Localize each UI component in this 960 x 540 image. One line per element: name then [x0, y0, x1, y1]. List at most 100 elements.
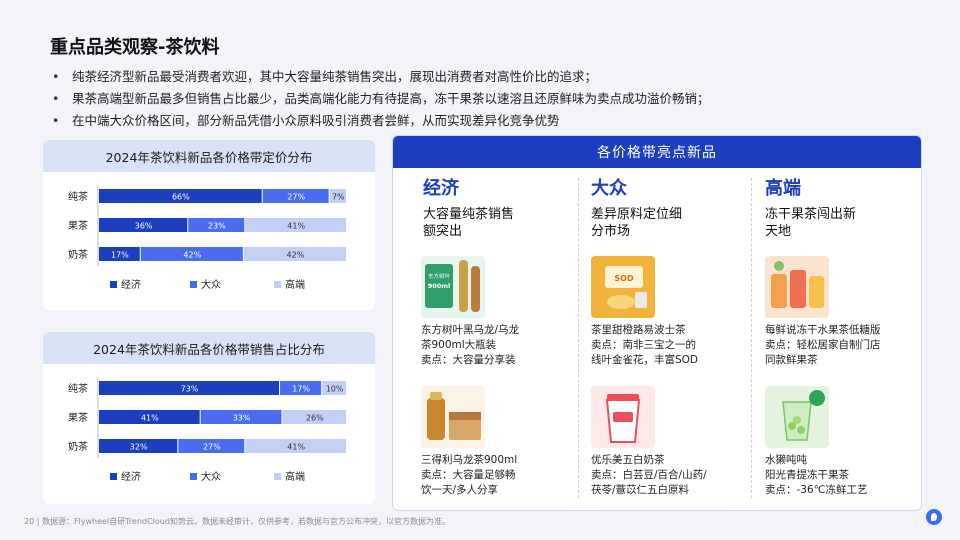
- product-desc: 茶里甜橙路易波士茶 卖点：南非三宝之一的 线叶金雀花，丰富SOD: [591, 324, 699, 366]
- highlight-products-card: 各价格带亮点新品 经济 大容量纯茶销售额突出 大众 差异原料定位细分市场 高端 …: [392, 135, 922, 511]
- column-title: 高端: [765, 178, 801, 199]
- data-label: 66%: [172, 193, 190, 202]
- data-label: 10%: [326, 385, 344, 394]
- bullet-item: 果茶高端型新品最多但销售占比最少，品类高端化能力有待提高，冻干果茶以速溶且还原鲜…: [52, 88, 932, 110]
- product-card: 优乐美五白奶茶 卖点：白芸豆/百合/山药/ 茯苓/薏苡仁五白原料: [591, 386, 741, 498]
- column-divider: [751, 178, 752, 498]
- product-image: SOD: [591, 256, 655, 318]
- category-label: 奶茶: [68, 440, 88, 453]
- product-image: [421, 386, 485, 448]
- bar-segment: [178, 439, 245, 453]
- bar-segment: [99, 439, 178, 453]
- legend-swatch: [190, 281, 197, 288]
- data-label: 26%: [306, 414, 324, 423]
- data-label: 27%: [287, 193, 305, 202]
- column-economy: 经济 大容量纯茶销售额突出: [423, 176, 583, 240]
- sales-distribution-chart: 纯茶 73% 17% 10% 果茶 41% 33% 26% 奶茶 32% 27% 41% 经济 大众 高端: [68, 377, 346, 483]
- footer-source: 20 | 数据源：Flywheel自研TrendCloud知势云。数据未经审计，…: [24, 517, 450, 526]
- column-divider: [578, 178, 579, 498]
- category-label: 果茶: [68, 219, 88, 232]
- insight-bullets: 纯茶经济型新品最受消费者欢迎，其中大容量纯茶销售突出，展现出消费者对高性价比的追…: [52, 66, 932, 132]
- bullet-item: 纯茶经济型新品最受消费者欢迎，其中大容量纯茶销售突出，展现出消费者对高性价比的追…: [52, 66, 932, 88]
- bar-segment: [99, 410, 200, 424]
- column-mass: 大众 差异原料定位细分市场: [591, 176, 751, 240]
- category-label: 纯茶: [68, 190, 88, 203]
- price-distribution-chart: 纯茶 66% 27% 7% 果茶 36% 23% 41% 奶茶 17% 42% 42% 经济 大众 高端: [68, 185, 346, 291]
- data-label: 17%: [292, 385, 310, 394]
- data-label: 32%: [130, 443, 148, 452]
- page-title: 重点品类观察-茶饮料: [50, 37, 220, 58]
- bar-segment: [243, 247, 346, 261]
- legend-swatch: [274, 281, 281, 288]
- column-title: 经济: [423, 178, 459, 199]
- svg-text:SOD: SOD: [614, 274, 634, 283]
- brand-logo-icon: [926, 509, 942, 525]
- bar-segment: [140, 247, 243, 261]
- legend-label: 经济: [121, 470, 141, 483]
- legend-swatch: [110, 281, 117, 288]
- bar-segment: [245, 218, 346, 232]
- product-image: [765, 386, 829, 448]
- bar-segment: [99, 247, 140, 261]
- product-card: 三得利乌龙茶900ml 卖点：大容量足够畅 饮一天/多人分享: [421, 386, 571, 498]
- category-label: 奶茶: [68, 248, 88, 261]
- product-card: SOD 茶里甜橙路易波士茶 卖点：南非三宝之一的 线叶金雀花，丰富SOD: [591, 256, 741, 368]
- product-image: [591, 386, 655, 448]
- product-desc: 水獭吨吨 阳光青提冻干果茶 卖点：-36℃冻鲜工艺: [765, 454, 868, 496]
- data-label: 73%: [181, 385, 199, 394]
- product-desc: 三得利乌龙茶900ml 卖点：大容量足够畅 饮一天/多人分享: [421, 454, 518, 496]
- product-desc: 每鲜说冻干水果茶低糖版 卖点：轻松居家自制门店 同款鲜果茶: [765, 324, 881, 366]
- svg-text:东方树叶: 东方树叶: [428, 272, 451, 280]
- bar-segment: [322, 381, 346, 395]
- bar-segment: [280, 381, 322, 395]
- product-card: 水獭吨吨 阳光青提冻干果茶 卖点：-36℃冻鲜工艺: [765, 386, 915, 498]
- bar-segment: [188, 218, 245, 232]
- data-label: 42%: [287, 251, 305, 260]
- bar-segment: [282, 410, 346, 424]
- category-label: 纯茶: [68, 382, 88, 395]
- data-label: 41%: [287, 443, 305, 452]
- bar-segment: [200, 410, 282, 424]
- legend-label: 高端: [285, 470, 305, 483]
- product-desc: 优乐美五白奶茶 卖点：白芸豆/百合/山药/ 茯苓/薏苡仁五白原料: [591, 454, 707, 496]
- legend-swatch: [110, 473, 117, 480]
- bar-segment: [99, 189, 262, 203]
- product-card: 东方树叶 900ml 东方树叶黑乌龙/乌龙 茶900ml大瓶装 卖点：大容量分享…: [421, 256, 571, 368]
- legend-swatch: [274, 473, 281, 480]
- bar-segment: [99, 381, 280, 395]
- data-label: 36%: [135, 222, 153, 231]
- data-label: 27%: [203, 443, 221, 452]
- card-title: 各价格带亮点新品: [393, 136, 921, 168]
- data-label: 17%: [111, 251, 129, 260]
- legend-label: 经济: [121, 278, 141, 291]
- chart-title: 2024年茶饮料新品各价格带销售占比分布: [43, 332, 375, 364]
- chart-title: 2024年茶饮料新品各价格带定价分布: [43, 140, 375, 172]
- data-label: 7%: [332, 193, 345, 202]
- column-title: 大众: [591, 178, 627, 199]
- data-label: 41%: [287, 222, 305, 231]
- bar-segment: [329, 189, 346, 203]
- product-desc: 东方树叶黑乌龙/乌龙 茶900ml大瓶装 卖点：大容量分享装: [421, 324, 520, 366]
- bar-segment: [262, 189, 329, 203]
- legend-label: 大众: [201, 278, 221, 291]
- bar-segment: [99, 218, 188, 232]
- legend-swatch: [190, 473, 197, 480]
- product-image: [765, 256, 829, 318]
- svg-text:900ml: 900ml: [428, 282, 451, 290]
- data-label: 42%: [183, 251, 201, 260]
- data-label: 33%: [233, 414, 251, 423]
- sales-distribution-panel: 2024年茶饮料新品各价格带销售占比分布 纯茶 73% 17% 10% 果茶 41% 33%…: [43, 332, 375, 504]
- product-image: 东方树叶 900ml: [421, 256, 485, 318]
- legend-label: 大众: [201, 470, 221, 483]
- column-subtitle: 大容量纯茶销售额突出: [423, 207, 515, 239]
- bar-segment: [245, 439, 346, 453]
- price-distribution-panel: 2024年茶饮料新品各价格带定价分布 纯茶 66% 27% 7% 果茶 36% 23% 41%…: [43, 140, 375, 310]
- product-card: 每鲜说冻干水果茶低糖版 卖点：轻松居家自制门店 同款鲜果茶: [765, 256, 915, 368]
- bullet-item: 在中端大众价格区间，部分新品凭借小众原料吸引消费者尝鲜，从而实现差异化竞争优势: [52, 110, 932, 132]
- column-premium: 高端 冻干果茶闯出新天地: [765, 176, 921, 240]
- data-label: 23%: [208, 222, 226, 231]
- column-subtitle: 差异原料定位细分市场: [591, 207, 683, 239]
- category-label: 果茶: [68, 411, 88, 424]
- data-label: 41%: [141, 414, 159, 423]
- legend-label: 高端: [285, 278, 305, 291]
